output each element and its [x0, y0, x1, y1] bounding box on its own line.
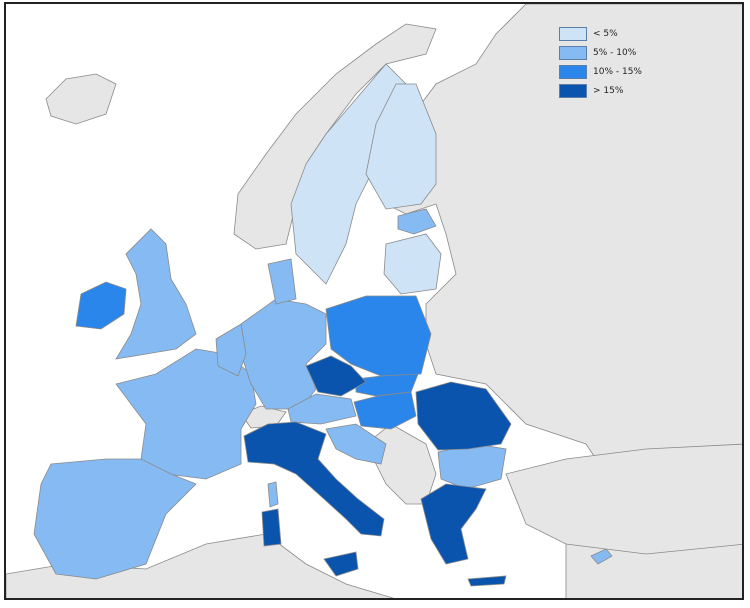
- country-sardinia: [261, 508, 282, 547]
- legend-label: 10% - 15%: [593, 66, 642, 77]
- legend-item: > 15%: [559, 81, 642, 100]
- legend-item: 10% - 15%: [559, 62, 642, 81]
- region-switzerland: [240, 405, 287, 429]
- region-turkey: [505, 443, 742, 555]
- region-iceland: [45, 73, 117, 125]
- country-cyprus: [590, 548, 613, 565]
- country-slovenia-croatia: [325, 423, 387, 465]
- legend-swatch: [559, 83, 587, 98]
- region-north-africa: [6, 533, 395, 598]
- country-poland: [325, 295, 432, 377]
- country-uk: [115, 228, 197, 360]
- country-estonia: [397, 208, 437, 235]
- country-ireland: [75, 281, 127, 330]
- legend-label: > 15%: [593, 85, 624, 96]
- legend-swatch: [559, 64, 587, 79]
- country-corsica: [267, 481, 279, 508]
- country-hungary: [353, 391, 417, 430]
- country-crete: [467, 575, 507, 587]
- country-latvia-lithuania: [383, 233, 442, 295]
- legend-label: 5% - 10%: [593, 47, 637, 58]
- europe-map: [6, 4, 742, 598]
- country-spain-portugal: [33, 458, 197, 580]
- country-finland: [365, 83, 437, 210]
- legend-swatch: [559, 26, 587, 41]
- map-legend: < 5% 5% - 10% 10% - 15% > 15%: [559, 24, 642, 100]
- country-italy: [243, 421, 385, 537]
- legend-swatch: [559, 45, 587, 60]
- legend-item: 5% - 10%: [559, 43, 642, 62]
- legend-label: < 5%: [593, 28, 618, 39]
- country-benelux: [215, 323, 247, 377]
- country-romania: [415, 381, 512, 451]
- country-sicily: [323, 551, 359, 577]
- country-greece: [420, 483, 487, 565]
- legend-item: < 5%: [559, 24, 642, 43]
- country-denmark: [267, 258, 297, 305]
- country-czechia: [305, 355, 367, 397]
- map-frame: < 5% 5% - 10% 10% - 15% > 15%: [4, 2, 744, 600]
